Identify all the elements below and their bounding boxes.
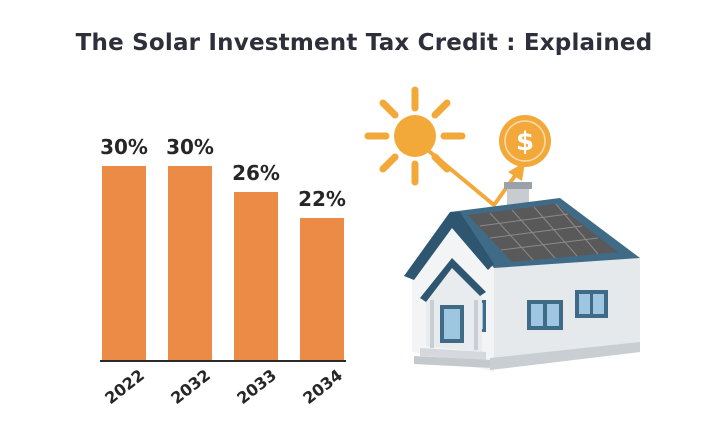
x-tick-labels-group: 2022 2032 2033 2034 (101, 365, 346, 407)
arrow-head (508, 162, 525, 181)
sun-icon (364, 86, 466, 186)
data-label-2033: 26% (232, 161, 280, 185)
bar-2022 (102, 166, 146, 361)
dollar-coin-icon: $ (499, 115, 551, 167)
x-tick-label-2032: 2032 (167, 365, 214, 407)
chart-title: The Solar Investment Tax Credit : Explai… (75, 30, 653, 56)
solar-house-illustration: $ (364, 86, 640, 372)
data-label-2022: 30% (100, 135, 148, 159)
bar-2032 (168, 166, 212, 361)
house-with-solar-panel (404, 182, 640, 372)
bar-2034 (300, 218, 344, 361)
bars-group (102, 166, 344, 361)
x-tick-label-2034: 2034 (299, 365, 346, 407)
bar-2033 (234, 192, 278, 361)
energy-arrow (428, 150, 519, 207)
data-label-2032: 30% (166, 135, 214, 159)
x-tick-label-2022: 2022 (101, 365, 148, 407)
x-tick-label-2033: 2033 (233, 365, 280, 407)
dollar-symbol: $ (516, 127, 534, 157)
data-label-2034: 22% (298, 187, 346, 211)
data-labels-group: 30% 30% 26% 22% (100, 135, 346, 211)
